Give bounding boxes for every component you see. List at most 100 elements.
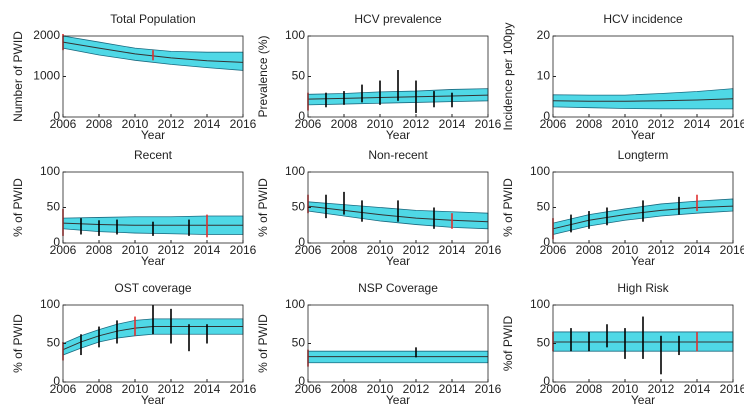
y-tick-label: 1000 — [33, 69, 60, 83]
x-tick-label: 2014 — [684, 117, 711, 131]
x-tick-label: 2006 — [295, 243, 322, 257]
x-tick-label: 2012 — [403, 243, 430, 257]
y-tick-label: 0 — [543, 374, 550, 388]
x-tick-label: 2008 — [576, 117, 603, 131]
x-tick-label: 2008 — [86, 382, 113, 396]
y-axis-label: Prevalence (%) — [256, 35, 270, 117]
x-tick-label: 2012 — [158, 382, 185, 396]
x-tick-label: 2016 — [720, 117, 744, 131]
y-tick-label: 20 — [537, 28, 551, 42]
x-tick-label: 2014 — [439, 117, 466, 131]
x-tick-label: 2010 — [367, 382, 394, 396]
x-tick-label: 2012 — [648, 243, 675, 257]
x-tick-label: 2014 — [194, 382, 221, 396]
x-tick-label: 2008 — [86, 117, 113, 131]
y-tick-label: 100 — [285, 164, 305, 178]
x-tick-label: 2008 — [576, 382, 603, 396]
x-tick-label: 2016 — [720, 243, 744, 257]
x-tick-label: 2012 — [403, 382, 430, 396]
subplot: 0 50 100 2006 2008 2010 2012 2014 2016 High Risk Y… — [501, 281, 744, 407]
plot-background — [308, 305, 488, 382]
y-tick-label: 100 — [40, 297, 60, 311]
subplot: 0 50 100 2006 2008 2010 2012 2014 2016 OST covera… — [11, 281, 256, 407]
y-tick-label: 50 — [47, 336, 61, 350]
y-axis-label: Incidence per 100py — [501, 22, 515, 130]
y-tick-label: 50 — [292, 336, 306, 350]
y-tick-label: 2000 — [33, 28, 60, 42]
y-tick-label: 50 — [537, 200, 551, 214]
x-axis-label: Year — [141, 393, 165, 407]
x-tick-label: 2006 — [50, 117, 77, 131]
x-tick-label: 2016 — [230, 382, 257, 396]
y-axis-label: % of PWID — [11, 178, 25, 237]
x-tick-label: 2008 — [331, 382, 358, 396]
y-tick-label: 10 — [537, 69, 551, 83]
y-tick-label: 100 — [285, 297, 305, 311]
x-axis-label: Year — [141, 128, 165, 142]
x-axis-label: Year — [631, 128, 655, 142]
x-tick-label: 2008 — [331, 117, 358, 131]
x-tick-label: 2010 — [612, 243, 639, 257]
x-tick-label: 2006 — [540, 382, 567, 396]
subplot: 0 50 100 2006 2008 2010 2012 2014 2016 Recent Year… — [11, 148, 256, 268]
chart-title: HCV incidence — [603, 12, 683, 26]
subplot: 0 50 100 2006 2008 2010 2012 2014 2016 Longterm Ye… — [501, 148, 744, 268]
subplot: 0 50 100 2006 2008 2010 2012 2014 2016 HCV preval… — [256, 12, 501, 142]
subplot: 0 50 100 2006 2008 2010 2012 2014 2016 Non-recent… — [256, 148, 501, 268]
x-tick-label: 2010 — [612, 117, 639, 131]
x-axis-label: Year — [386, 393, 410, 407]
median-line — [552, 98, 734, 102]
x-tick-label: 2010 — [122, 117, 149, 131]
x-tick-label: 2012 — [648, 117, 675, 131]
x-tick-label: 2014 — [439, 243, 466, 257]
y-tick-label: 0 — [53, 109, 60, 123]
y-tick-label: 100 — [40, 164, 60, 178]
y-axis-label: % of PWID — [11, 314, 25, 373]
x-axis-label: Year — [386, 254, 410, 268]
y-tick-label: 0 — [53, 235, 60, 249]
x-tick-label: 2014 — [684, 382, 711, 396]
y-tick-label: 50 — [537, 336, 551, 350]
chart-title: Longterm — [618, 148, 669, 162]
x-tick-label: 2014 — [684, 243, 711, 257]
x-axis-label: Year — [631, 393, 655, 407]
y-tick-label: 50 — [292, 200, 306, 214]
x-tick-label: 2016 — [475, 117, 502, 131]
x-tick-label: 2006 — [295, 117, 322, 131]
x-tick-label: 2006 — [540, 243, 567, 257]
chart-title: NSP Coverage — [358, 281, 438, 295]
subplot: 0 50 100 2006 2008 2010 2012 2014 2016 NSP Covera… — [256, 281, 501, 407]
chart-title: HCV prevalence — [354, 12, 442, 26]
x-tick-label: 2016 — [230, 117, 257, 131]
x-tick-label: 2012 — [648, 382, 675, 396]
y-axis-label: % of PWID — [501, 178, 515, 237]
x-tick-label: 2012 — [158, 117, 185, 131]
y-tick-label: 50 — [47, 200, 61, 214]
y-tick-label: 50 — [292, 69, 306, 83]
y-tick-label: 0 — [53, 374, 60, 388]
x-tick-label: 2006 — [50, 243, 77, 257]
x-tick-label: 2006 — [50, 382, 77, 396]
chart-title: Non-recent — [368, 148, 428, 162]
x-tick-label: 2010 — [612, 382, 639, 396]
x-tick-label: 2016 — [720, 382, 744, 396]
y-axis-label: %of PWID — [501, 315, 515, 371]
x-axis-label: Year — [141, 254, 165, 268]
y-tick-label: 0 — [298, 109, 305, 123]
x-tick-label: 2016 — [230, 243, 257, 257]
x-tick-label: 2008 — [331, 243, 358, 257]
x-axis-label: Year — [631, 254, 655, 268]
x-tick-label: 2016 — [475, 243, 502, 257]
chart-title: Recent — [134, 148, 173, 162]
x-tick-label: 2008 — [576, 243, 603, 257]
y-tick-label: 0 — [298, 374, 305, 388]
chart-title: Total Population — [110, 12, 195, 26]
x-tick-label: 2016 — [475, 382, 502, 396]
subplot: 0 10 20 2006 2008 2010 2012 2014 2016 HCV inciden… — [501, 12, 744, 142]
y-axis-label: Number of PWID — [11, 31, 25, 122]
x-tick-label: 2010 — [367, 117, 394, 131]
x-tick-label: 2010 — [122, 382, 149, 396]
chart-title: OST coverage — [114, 281, 191, 295]
x-tick-label: 2014 — [194, 117, 221, 131]
